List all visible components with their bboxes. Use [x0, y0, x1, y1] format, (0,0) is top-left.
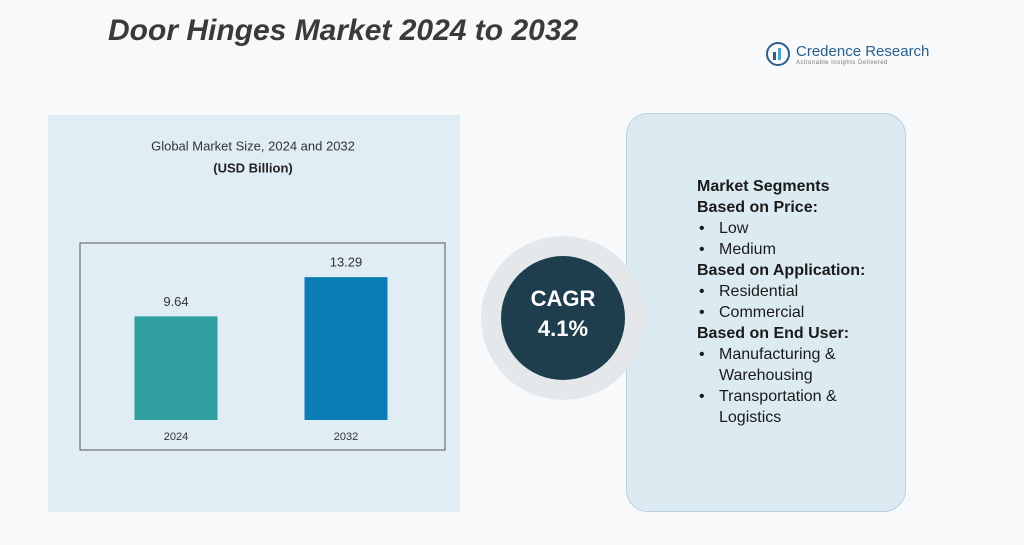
logo-tagline: Actionable Insights Delivered [796, 59, 888, 66]
segment-group-title: Based on End User: [697, 325, 850, 342]
logo-text: Credence Research Actionable Insights De… [796, 43, 929, 66]
segment-item: Commercial [697, 302, 869, 323]
chart-panel [48, 115, 460, 512]
chart-title: Global Market Size, 2024 and 2032 [151, 138, 355, 153]
x-tick-label: 2032 [334, 431, 358, 443]
logo: Credence Research Actionable Insights De… [766, 42, 929, 66]
segment-group-title: Based on Price: [697, 199, 818, 216]
segment-item: Medium [697, 239, 869, 260]
cagr-circle [501, 256, 625, 380]
segment-item: Transportation & Logistics [697, 386, 869, 428]
bar [134, 316, 218, 420]
cagr-label: CAGR [531, 286, 596, 311]
value-label: 9.64 [163, 294, 188, 309]
logo-name: Credence Research [796, 42, 930, 60]
logo-icon [766, 42, 790, 66]
segment-group-title: Based on Application: [697, 262, 866, 279]
bar [304, 277, 388, 420]
chart-subtitle: (USD Billion) [213, 160, 292, 175]
page-title: Door Hinges Market 2024 to 2032 [108, 14, 579, 47]
plot-frame [79, 242, 446, 451]
segments-heading: Market Segments [697, 178, 830, 195]
x-tick-label: 2024 [164, 431, 188, 443]
segments: Market Segments Based on Price: LowMedium B… [697, 176, 897, 428]
segment-item: Residential [697, 281, 869, 302]
segment-item: Manufacturing & Warehousing [697, 344, 869, 386]
value-label: 13.29 [330, 255, 363, 270]
cagr-value: 4.1% [538, 316, 588, 341]
segment-item: Low [697, 218, 869, 239]
